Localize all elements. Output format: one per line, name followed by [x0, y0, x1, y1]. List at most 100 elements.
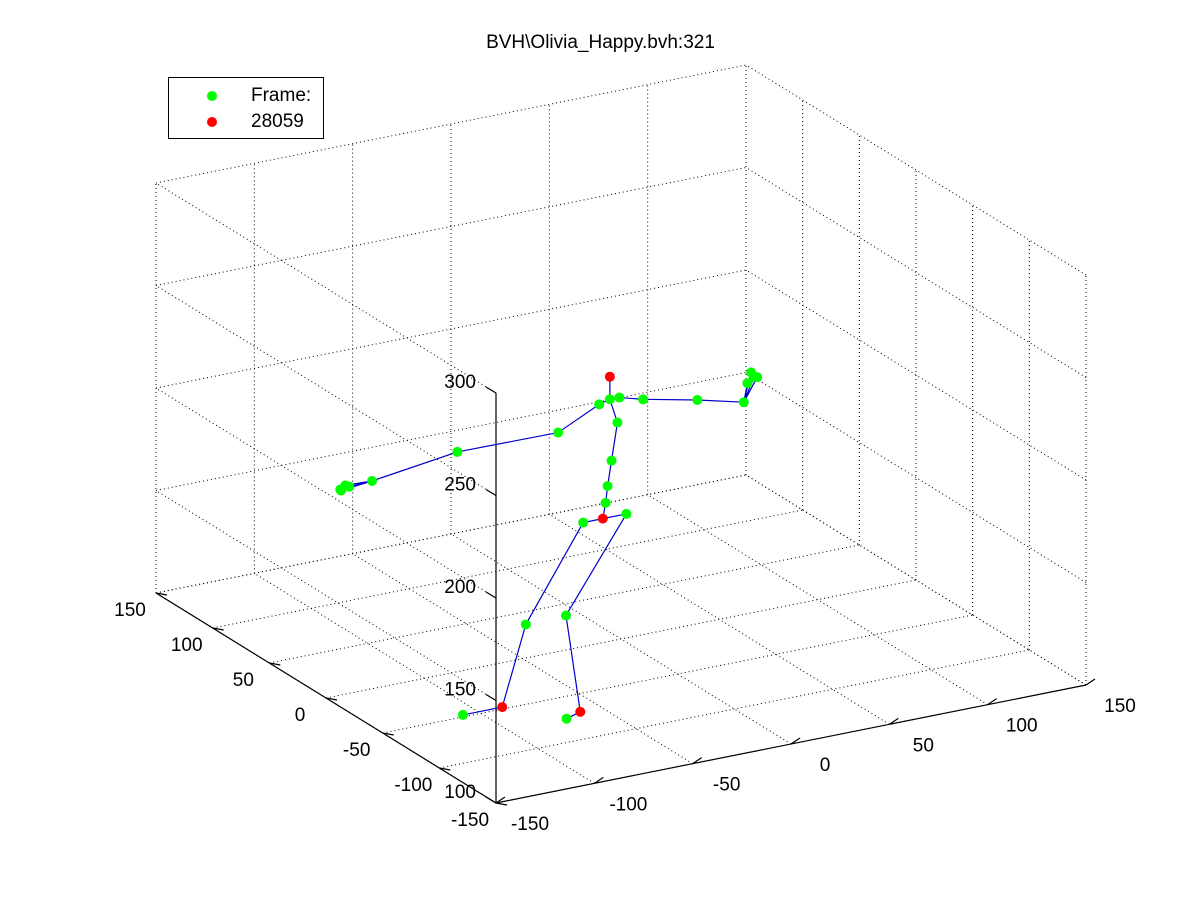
joint-right-ankle — [497, 702, 508, 713]
joint-left-hand — [742, 378, 753, 389]
floor-gridline — [212, 509, 803, 629]
y-tick — [439, 767, 451, 771]
joint-right-elbow — [452, 446, 463, 457]
z-tick-label: 150 — [444, 680, 476, 701]
x-tick-label: -150 — [511, 814, 549, 835]
x-tick — [594, 776, 604, 784]
z-tick — [485, 386, 497, 394]
z-tick — [485, 693, 497, 702]
y-tick — [155, 592, 168, 596]
y-tick — [269, 662, 281, 666]
bone-right-hip-right-knee — [525, 522, 584, 625]
legend-label-number: 28059 — [251, 111, 304, 132]
floor-gridline — [325, 579, 917, 699]
z-tick — [485, 796, 497, 804]
bone-layer — [340, 372, 758, 720]
legend-marker-red — [207, 117, 217, 127]
y-tick — [382, 732, 394, 736]
joint-left-wrist — [738, 397, 749, 408]
y-tick-label: 150 — [114, 600, 146, 621]
z-tick-label: 200 — [444, 577, 476, 598]
joint-right-shoulder — [553, 427, 564, 438]
x-tick — [1085, 678, 1096, 686]
legend-entry-frame: Frame: — [169, 85, 323, 109]
legend-marker-green — [207, 91, 217, 101]
joint-spine — [600, 497, 611, 508]
bone-left-knee-left-ankle — [565, 615, 581, 712]
y-tick-label: -100 — [394, 775, 432, 796]
joint-hips — [597, 513, 608, 524]
y-tick — [325, 697, 338, 701]
joint-head — [604, 371, 615, 382]
y-tick-label: 100 — [171, 635, 203, 656]
back-wall-gridline — [155, 269, 747, 389]
x-tick — [495, 796, 506, 804]
y-tick-label: -50 — [343, 740, 370, 761]
joint-left-ankle — [575, 706, 586, 717]
y-tick — [495, 802, 508, 806]
bone-left-shoulder-left-elbow — [643, 398, 698, 401]
bone-chest-spine-2 — [610, 422, 619, 461]
z-tick — [485, 488, 497, 497]
z-tick-label: 250 — [444, 475, 476, 496]
x-tick-label: -100 — [609, 794, 647, 815]
x-tick — [987, 698, 997, 706]
legend-label-frame: Frame: — [251, 85, 312, 106]
joint-left-collar — [614, 392, 625, 403]
grid-layer — [155, 64, 1087, 804]
back-wall-gridline — [155, 474, 747, 594]
floor-gridline — [647, 494, 988, 706]
joint-layer — [335, 367, 763, 724]
floor-gridline — [382, 614, 973, 734]
floor-gridline — [549, 513, 890, 725]
back-wall-gridline — [155, 64, 747, 184]
floor-gridline — [439, 649, 1030, 769]
joint-chest — [612, 417, 623, 428]
bone-left-hip-left-knee — [565, 513, 627, 616]
x-tick-label: -50 — [713, 775, 740, 796]
x-tick — [692, 757, 702, 765]
bone-left-elbow-left-wrist — [697, 399, 744, 403]
joint-left-toe — [561, 713, 572, 724]
legend[interactable]: Frame: 28059 — [168, 77, 324, 139]
joint-right-wrist — [367, 475, 378, 486]
joint-left-shoulder — [638, 394, 649, 405]
joint-right-hip — [578, 517, 589, 528]
joint-spine-2 — [606, 455, 617, 466]
joint-left-elbow — [692, 394, 703, 405]
y-tick-label: 50 — [233, 670, 254, 691]
z-tick — [485, 591, 497, 599]
chart-title: BVH\Olivia_Happy.bvh:321 — [486, 32, 715, 53]
joint-spine-1 — [602, 481, 613, 492]
y-tick-label: 0 — [295, 705, 306, 726]
bone-right-knee-right-ankle — [501, 624, 527, 708]
x-tick — [790, 737, 801, 745]
bone-right-elbow-right-wrist — [371, 451, 458, 482]
back-wall-gridline — [155, 372, 747, 491]
floor-gridline — [269, 544, 860, 664]
joint-right-finger-3 — [336, 485, 347, 496]
joint-right-toe — [457, 709, 468, 720]
bone-right-collar-right-shoulder — [557, 403, 600, 434]
legend-entry-number: 28059 — [169, 111, 323, 135]
bone-right-shoulder-right-elbow — [457, 431, 559, 453]
joint-left-finger-3 — [752, 372, 763, 383]
left-wall-gridline — [155, 182, 497, 394]
back-wall-gridline — [155, 167, 747, 286]
x-tick-label: 150 — [1104, 696, 1136, 717]
bone-right-ankle-right-toe — [462, 706, 503, 716]
x-tick-label: 100 — [1006, 716, 1038, 737]
joint-right-knee — [520, 619, 531, 630]
y-tick-label: -150 — [451, 810, 489, 831]
joint-left-knee — [561, 610, 571, 621]
joint-right-collar — [594, 399, 605, 410]
joint-neck — [604, 394, 615, 405]
x-tick-label: 50 — [913, 735, 934, 756]
z-tick-label: 300 — [444, 372, 476, 393]
x-tick — [889, 717, 899, 725]
z-tick-label: 100 — [444, 782, 476, 803]
joint-left-hip — [621, 508, 632, 519]
x-tick-label: 0 — [820, 755, 831, 776]
